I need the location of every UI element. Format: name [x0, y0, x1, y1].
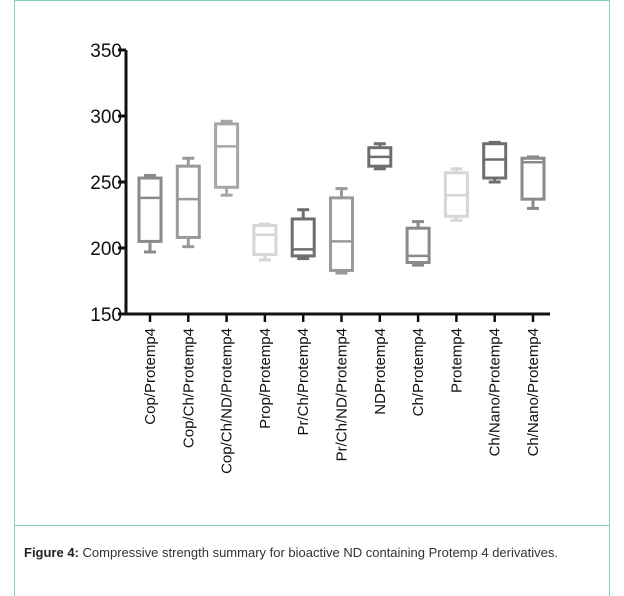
category-label: Pr/Ch/Protemp4 — [295, 328, 312, 436]
category-label: Cop/Ch/Protemp4 — [180, 328, 197, 448]
box-iqr — [290, 217, 316, 258]
box-iqr — [329, 196, 354, 272]
y-tick-label: 250 — [90, 173, 122, 194]
y-tick-label: 350 — [90, 41, 122, 62]
y-tick-label: 200 — [90, 239, 122, 260]
box-iqr — [252, 224, 278, 257]
box-plot-chart: 150 200 250 300 350 Cop/Protemp4 Cop/Ch/Protem… — [90, 41, 550, 474]
box-iqr — [214, 122, 240, 189]
figure-area: 150 200 250 300 350 Cop/Protemp4 Cop/Ch/Protem… — [15, 1, 609, 526]
category-label: NDProtemp4 — [372, 328, 389, 415]
category-label: Prop/Protemp4 — [257, 328, 274, 429]
figure-caption: Figure 4: Compressive strength summary f… — [24, 545, 600, 561]
category-label: Cop/Ch/ND/Protemp4 — [219, 328, 236, 474]
box-iqr — [482, 142, 508, 180]
category-label: Pr/Ch/ND/Protemp4 — [334, 328, 351, 461]
box-iqr — [405, 226, 431, 265]
category-label: Ch/Nano/Protemp4 — [487, 328, 504, 456]
category-label: Ch/Protemp4 — [410, 328, 427, 416]
box-iqr — [175, 164, 201, 239]
box-iqr — [520, 156, 546, 201]
y-tick-label: 300 — [90, 107, 122, 128]
y-tick-label: 150 — [90, 305, 122, 326]
caption-text: Compressive strength summary for bioacti… — [82, 545, 558, 560]
category-label: Cop/Protemp4 — [142, 328, 159, 425]
category-label: Protemp4 — [448, 328, 465, 393]
figure-frame — [14, 0, 610, 596]
caption-label: Figure 4: — [24, 545, 79, 560]
category-label: Ch/Nano/Protemp4 — [525, 328, 542, 456]
box-iqr — [137, 176, 163, 243]
